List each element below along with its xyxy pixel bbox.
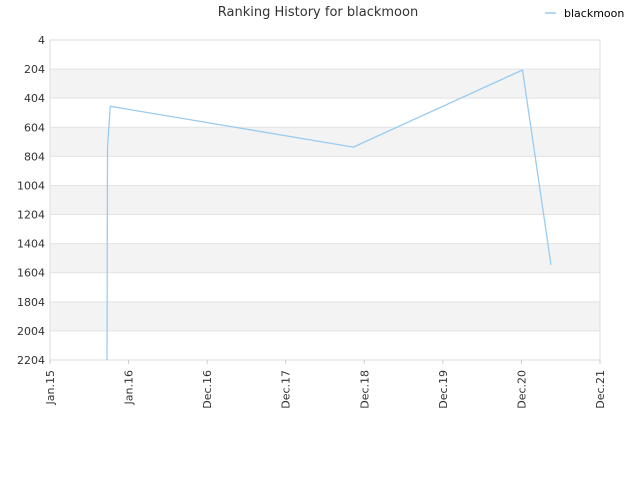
y-tick-label: 1804 (17, 296, 45, 309)
x-tick-label: Dec.18 (358, 370, 371, 409)
y-axis-ticks: 4 204 404 604 804 1004 1204 1404 1604 1804 2004 220… (17, 34, 45, 367)
x-tick-label: Dec.16 (201, 370, 214, 409)
y-tick-label: 1004 (17, 179, 45, 192)
grid-band (50, 185, 600, 215)
y-tick-label: 1204 (17, 209, 45, 222)
legend-label: blackmoon (564, 7, 624, 20)
y-tick-label: 1604 (17, 267, 45, 280)
x-tick-label: Dec.17 (280, 370, 293, 409)
chart-title: Ranking History for blackmoon (218, 5, 418, 20)
y-tick-label: 804 (24, 150, 45, 163)
grid-lines (50, 39, 600, 361)
y-tick-label: 2204 (17, 354, 45, 367)
y-tick-label: 604 (24, 121, 45, 134)
x-tick-label: Dec.19 (437, 370, 450, 409)
grid-band (50, 243, 600, 273)
y-tick-label: 404 (24, 92, 45, 105)
x-tick-label: Dec.21 (594, 370, 607, 409)
y-tick-label: 1404 (17, 238, 45, 251)
grid-band (50, 69, 600, 99)
legend[interactable]: blackmoon (545, 7, 624, 20)
y-tick-label: 4 (38, 34, 45, 47)
y-tick-label: 204 (24, 63, 45, 76)
series-line-blackmoon (106, 69, 552, 361)
x-axis-ticks: Jan.15 Jan.16 Dec.16 Dec.17 Dec.18 Dec.19 Dec.… (44, 360, 607, 409)
plot-area-border (49, 39, 601, 361)
x-tick-label: Dec.20 (515, 370, 528, 409)
grid-bands (50, 69, 600, 331)
y-tick-label: 2004 (17, 325, 45, 338)
x-tick-label: Jan.15 (44, 370, 57, 405)
series-layer (106, 69, 552, 361)
x-tick-label: Jan.16 (123, 370, 136, 405)
grid-band (50, 301, 600, 331)
